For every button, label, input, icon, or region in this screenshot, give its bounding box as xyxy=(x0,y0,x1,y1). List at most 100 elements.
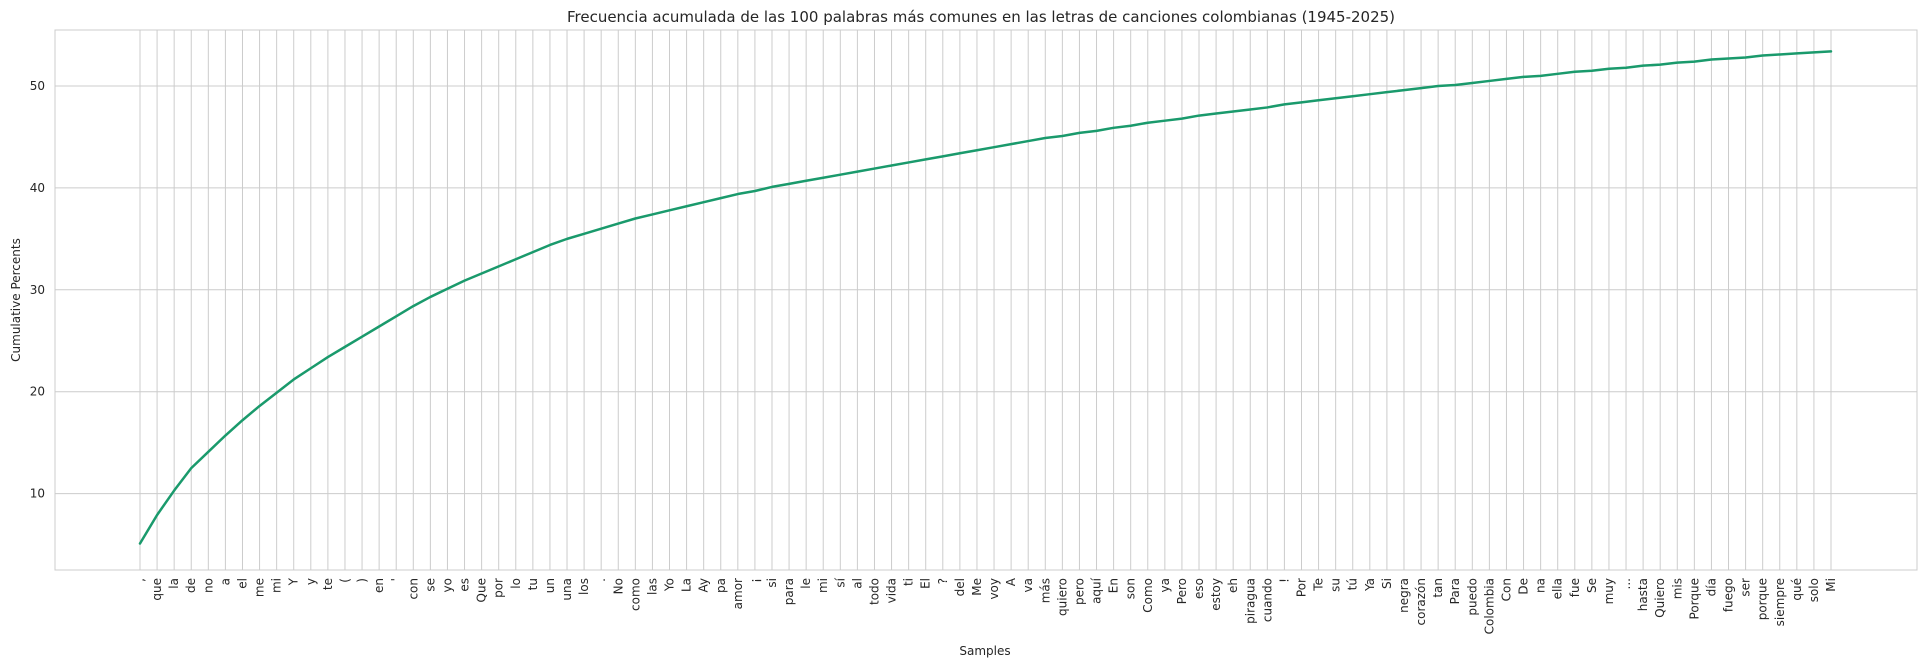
x-tick-label: fuego xyxy=(1722,578,1736,612)
chart-title: Frecuencia acumulada de las 100 palabras… xyxy=(567,8,1395,26)
x-tick-label: ... xyxy=(1619,578,1633,589)
x-tick-label: aquí xyxy=(1090,577,1104,604)
plot-area-frame xyxy=(54,29,1918,571)
x-tick-label: Quiero xyxy=(1653,578,1667,618)
y-axis-tick-labels: 10 20 30 40 50 xyxy=(30,79,45,501)
x-tick-label: Ay xyxy=(697,578,711,593)
x-tick-label: mi xyxy=(816,578,830,593)
x-tick-label: día xyxy=(1704,578,1718,596)
x-tick-label: voy xyxy=(987,578,1001,600)
x-tick-label: Si xyxy=(1380,578,1394,589)
x-tick-label: Y xyxy=(287,577,301,586)
x-tick-label: El xyxy=(919,578,933,589)
x-tick-label: la xyxy=(167,578,181,589)
x-tick-label: piragua xyxy=(1243,578,1257,624)
x-tick-label: vida xyxy=(885,578,899,603)
x-tick-label: sí xyxy=(833,577,847,587)
x-tick-label: estoy xyxy=(1209,578,1223,611)
x-tick-label: yo xyxy=(440,578,454,592)
x-tick-label: va xyxy=(1021,578,1035,592)
horizontal-gridlines xyxy=(55,85,1917,495)
x-tick-label: para xyxy=(782,578,796,605)
x-tick-label: ella xyxy=(1551,578,1565,599)
x-tick-label: el xyxy=(235,578,249,589)
x-tick-label: Como xyxy=(1141,578,1155,613)
x-tick-label: es xyxy=(458,578,472,592)
x-tick-label: mis xyxy=(1670,578,1684,599)
x-tick-label: en xyxy=(372,578,386,593)
x-tick-label: me xyxy=(253,578,267,597)
x-tick-label: que xyxy=(150,578,164,601)
x-tick-label: mi xyxy=(270,578,284,593)
x-axis-title: Samples xyxy=(959,644,1010,658)
x-tick-label: por xyxy=(492,578,506,598)
x-tick-label: ) xyxy=(355,578,369,583)
x-tick-label: Me xyxy=(970,578,984,596)
y-axis-title: Cumulative Percents xyxy=(9,238,23,362)
x-tick-label: quiero xyxy=(1055,578,1069,616)
x-tick-label: hasta xyxy=(1636,578,1650,611)
x-tick-label: las xyxy=(645,578,659,595)
x-tick-label: Que xyxy=(475,578,489,602)
x-tick-label: ( xyxy=(338,578,352,583)
x-tick-label: corazón xyxy=(1414,578,1428,625)
x-tick-label: de xyxy=(184,578,198,593)
y-tick-label: 50 xyxy=(30,79,45,93)
x-tick-label: ! xyxy=(1277,578,1291,583)
x-tick-label: Ya xyxy=(1363,578,1377,592)
x-tick-label: tan xyxy=(1431,578,1445,598)
x-tick-label: ser xyxy=(1739,578,1753,597)
x-tick-label: No xyxy=(611,578,625,594)
x-tick-label: ? xyxy=(936,578,950,584)
x-tick-label: del xyxy=(953,578,967,596)
x-tick-label: eh xyxy=(1226,578,1240,593)
x-tick-label: son xyxy=(1124,578,1138,599)
x-tick-label: eso xyxy=(1192,578,1206,599)
x-tick-label: Pero xyxy=(1175,578,1189,604)
x-tick-label: pa xyxy=(714,578,728,593)
x-tick-label: cuando xyxy=(1260,578,1274,622)
x-tick-label: un xyxy=(543,578,557,593)
x-tick-label: siempre xyxy=(1773,578,1787,626)
x-tick-label: Con xyxy=(1499,578,1513,601)
x-tick-label: fue xyxy=(1568,578,1582,597)
x-tick-label: na xyxy=(1534,578,1548,593)
x-tick-label: ti xyxy=(902,578,916,586)
x-tick-label: los xyxy=(577,578,591,595)
x-tick-label: Para xyxy=(1448,578,1462,604)
x-tick-label: una xyxy=(560,578,574,601)
x-tick-label: a xyxy=(218,578,232,585)
x-tick-label: todo xyxy=(867,578,881,605)
x-tick-label: tú xyxy=(1346,578,1360,590)
x-tick-label: si xyxy=(765,578,779,588)
x-tick-label: muy xyxy=(1602,578,1616,604)
x-tick-label: ' xyxy=(389,578,403,581)
x-tick-label: Porque xyxy=(1687,578,1701,619)
x-tick-label: le xyxy=(799,578,813,589)
x-tick-label: como xyxy=(628,578,642,611)
x-tick-label: porque xyxy=(1756,578,1770,620)
x-tick-label: amor xyxy=(731,578,745,609)
x-tick-label: ya xyxy=(1158,578,1172,592)
x-tick-label: qué xyxy=(1790,578,1804,601)
x-tick-label: y xyxy=(304,578,318,585)
x-tick-label: su xyxy=(1329,578,1343,592)
x-tick-label: , xyxy=(133,578,147,582)
y-tick-label: 30 xyxy=(30,283,45,297)
x-tick-label: más xyxy=(1038,578,1052,603)
x-tick-label: pero xyxy=(1072,578,1086,605)
x-tick-label: con xyxy=(406,578,420,600)
x-tick-label: al xyxy=(850,578,864,589)
x-tick-label: . xyxy=(594,578,608,582)
x-tick-label: La xyxy=(680,578,694,592)
y-tick-label: 10 xyxy=(30,487,45,501)
x-tick-label: te xyxy=(321,578,335,590)
x-tick-label: En xyxy=(1107,578,1121,593)
x-tick-label: negra xyxy=(1397,578,1411,613)
x-tick-label: puedo xyxy=(1465,578,1479,616)
x-tick-label: Se xyxy=(1585,578,1599,593)
x-tick-label: Mi xyxy=(1824,578,1838,592)
